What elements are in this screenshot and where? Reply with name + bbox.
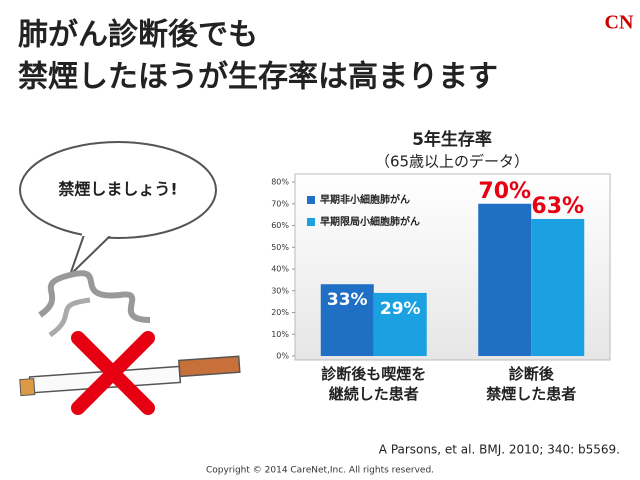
data-label: 29% bbox=[380, 299, 421, 319]
data-label: 33% bbox=[327, 290, 368, 310]
legend-swatch bbox=[307, 196, 315, 204]
logo-box bbox=[604, 6, 634, 38]
x-tick-label: 診断後 禁煙した患者 bbox=[486, 365, 577, 403]
y-tick-label: 50% bbox=[271, 243, 289, 252]
y-tick-label: 20% bbox=[271, 308, 289, 317]
legend-label: 早期非小細胞肺がん bbox=[320, 193, 410, 206]
bubble-tail-cover bbox=[82, 228, 112, 236]
chart-title: 5年生存率 bbox=[412, 129, 492, 150]
cross bbox=[71, 331, 155, 415]
smoke bbox=[48, 297, 91, 338]
slide-title: 肺がん診断後でも bbox=[18, 18, 258, 53]
cigarette-ember bbox=[19, 378, 36, 397]
y-tick-label: 60% bbox=[271, 221, 289, 230]
x-tick-label: 診断後も喫煙を 継続した患者 bbox=[321, 365, 427, 403]
legend-label: 早期限局小細胞肺がん bbox=[320, 215, 420, 228]
y-tick-label: 70% bbox=[271, 199, 289, 208]
logo: CN bbox=[605, 12, 634, 34]
y-tick-label: 40% bbox=[271, 265, 289, 274]
y-tick-label: 80% bbox=[271, 178, 289, 187]
citation: A Parsons, et al. BMJ. 2010; 340: b5569. bbox=[379, 443, 620, 457]
bar bbox=[320, 284, 374, 356]
copyright: Copyright © 2014 CareNet,Inc. All rights… bbox=[206, 466, 434, 476]
bar bbox=[478, 203, 532, 356]
bubble-tail bbox=[69, 231, 111, 276]
smoke bbox=[38, 270, 151, 323]
chart-subtitle: （65歳以上のデータ） bbox=[375, 153, 529, 171]
y-tick-label: 30% bbox=[271, 286, 289, 295]
bar bbox=[531, 218, 585, 356]
bar bbox=[373, 292, 427, 356]
data-label: 70% bbox=[478, 179, 531, 204]
speech-text: 禁煙しましょう! bbox=[58, 180, 177, 199]
cigarette-filter bbox=[178, 355, 241, 378]
y-tick-label: 10% bbox=[271, 330, 289, 339]
y-tick-label: 0% bbox=[276, 352, 289, 361]
speech-bubble bbox=[19, 141, 217, 239]
data-label: 63% bbox=[531, 194, 584, 219]
slide-title: 禁煙したほうが生存率は高まります bbox=[18, 60, 498, 95]
legend-swatch bbox=[307, 218, 315, 226]
